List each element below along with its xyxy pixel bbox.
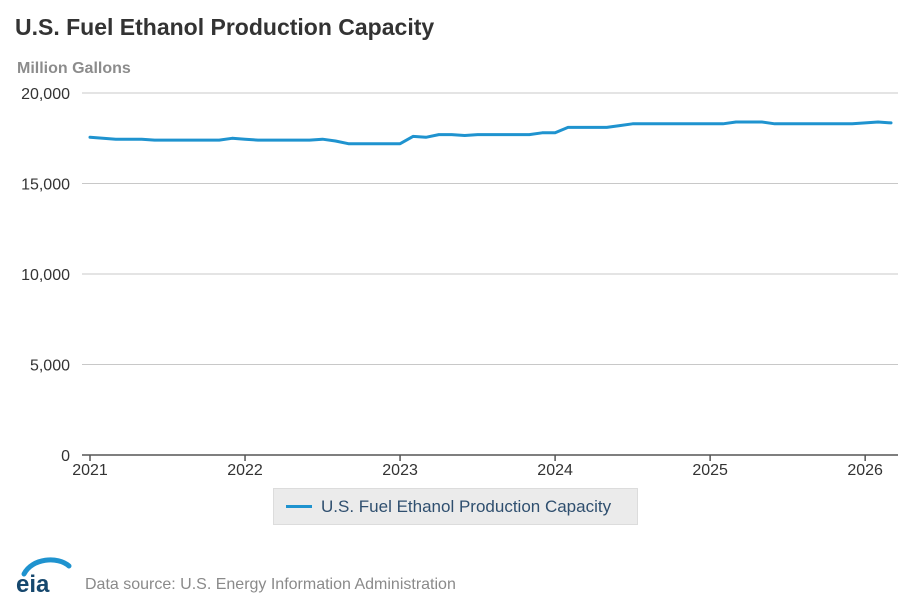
x-tick-label: 2021 [72,462,108,479]
legend[interactable]: U.S. Fuel Ethanol Production Capacity [273,488,638,525]
y-tick-label: 15,000 [21,177,70,194]
x-tick-label: 2022 [227,462,263,479]
svg-text:eia: eia [16,571,50,596]
y-tick-label: 10,000 [21,267,70,284]
y-tick-label: 0 [61,448,70,465]
x-tick-label: 2024 [537,462,573,479]
series-line [88,120,893,146]
legend-label: U.S. Fuel Ethanol Production Capacity [321,496,612,516]
legend-swatch [286,505,312,508]
data-source-note: Data source: U.S. Energy Information Adm… [85,576,456,593]
eia-logo-icon: eia [16,557,72,596]
y-tick-label: 20,000 [21,86,70,103]
units-label: Million Gallons [17,60,131,77]
x-tick-label: 2026 [847,462,883,479]
y-tick-label: 5,000 [30,358,70,375]
chart-title: U.S. Fuel Ethanol Production Capacity [15,14,435,40]
x-tick-label: 2025 [692,462,728,479]
x-tick-label: 2023 [382,462,418,479]
